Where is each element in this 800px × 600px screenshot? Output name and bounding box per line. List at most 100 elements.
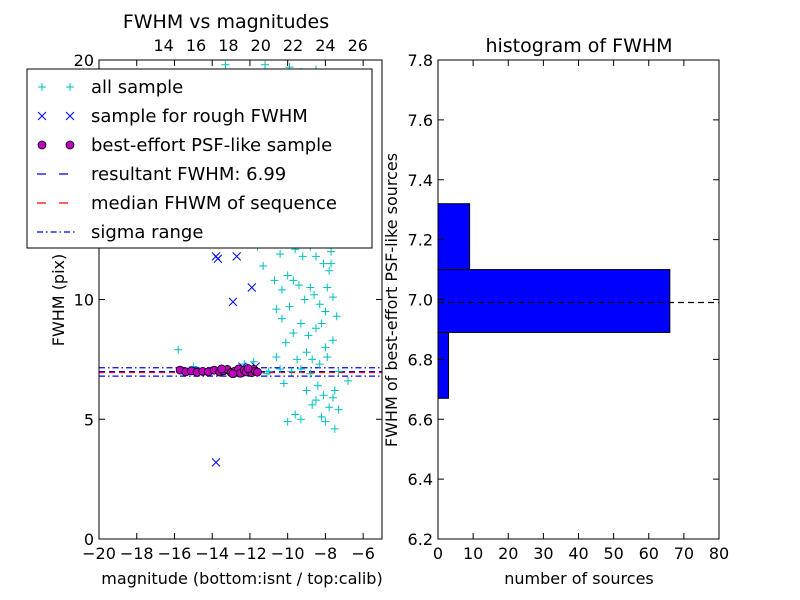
data-point xyxy=(311,396,320,405)
legend-label-rough-fwhm: sample for rough FWHM xyxy=(91,106,308,127)
x-tick-label: −6 xyxy=(351,544,375,563)
data-point xyxy=(298,252,307,261)
histogram-bars xyxy=(437,203,671,399)
legend-label-sigma-range: sigma range xyxy=(91,222,203,243)
data-point xyxy=(283,417,292,426)
data-point xyxy=(323,283,332,292)
data-point xyxy=(315,300,324,309)
data-point xyxy=(296,319,305,328)
data-point xyxy=(311,252,320,261)
data-point xyxy=(302,348,311,357)
top-x-tick-label: 24 xyxy=(315,36,335,55)
data-point xyxy=(334,367,343,376)
y-tick-label: 7.0 xyxy=(408,291,433,310)
y-tick-label: 6.6 xyxy=(408,410,433,429)
series-best-effort-psf-like-sample xyxy=(175,364,262,379)
scatter-top-x-ticks: 14 16 18 20 22 24 26 xyxy=(154,36,368,55)
scatter-x-ticks: −20 −18 −16 −14 −12 −10 −8 −6 xyxy=(82,60,375,563)
data-point xyxy=(306,283,315,292)
data-point xyxy=(323,352,332,361)
data-point xyxy=(228,369,238,379)
data-point xyxy=(317,319,326,328)
data-point xyxy=(270,276,279,285)
x-tick-label: 80 xyxy=(709,544,729,563)
x-tick-label: 40 xyxy=(568,544,588,563)
data-point xyxy=(328,393,337,402)
y-tick-label: 6.4 xyxy=(408,470,433,489)
scatter-y-ticks: 0 5 10 20 xyxy=(74,51,382,549)
scatter-title: FWHM vs magnitudes xyxy=(123,11,329,33)
top-x-tick-label: 22 xyxy=(283,36,303,55)
data-point xyxy=(328,336,337,345)
data-point xyxy=(287,367,296,376)
data-point xyxy=(247,283,257,292)
data-point xyxy=(232,252,242,261)
top-x-tick-label: 18 xyxy=(218,36,238,55)
data-point xyxy=(278,314,287,323)
x-tick-label: −18 xyxy=(120,544,154,563)
data-point xyxy=(174,345,183,354)
x-tick-label: −20 xyxy=(82,544,116,563)
data-point xyxy=(279,379,288,388)
scatter-y-label: FWHM (pix) xyxy=(49,254,68,347)
x-tick-label: −16 xyxy=(158,544,192,563)
legend-label-psf-like: best-effort PSF-like sample xyxy=(91,135,332,156)
x-tick-label: −12 xyxy=(233,544,267,563)
y-tick-label: 6.8 xyxy=(408,350,433,369)
data-point xyxy=(276,249,285,258)
data-point xyxy=(325,266,334,275)
data-point xyxy=(289,329,298,338)
x-tick-label: 30 xyxy=(533,544,553,563)
y-tick-label: 6.2 xyxy=(408,530,433,549)
histogram-title: histogram of FWHM xyxy=(485,35,672,57)
legend-box xyxy=(26,68,373,249)
x-tick-label: −14 xyxy=(195,544,229,563)
data-point xyxy=(291,410,300,419)
data-point xyxy=(304,331,313,340)
data-point xyxy=(243,364,253,373)
legend-markers xyxy=(37,83,77,233)
data-point xyxy=(221,60,230,69)
histogram-panel: 0 10 20 30 40 50 60 70 80 6.2 6.4 6.6 6.8 7.0 7.2 7.4 7… xyxy=(382,35,729,588)
histogram-x-ticks: 0 10 20 30 40 50 60 70 80 xyxy=(433,60,729,563)
x-tick-label: 0 xyxy=(433,544,443,563)
data-point xyxy=(272,305,281,314)
data-point xyxy=(310,290,319,299)
histogram-x-label: number of sources xyxy=(504,569,654,588)
legend-marker-best-effort-psf-like-sample xyxy=(65,140,75,150)
top-x-tick-label: 26 xyxy=(348,36,368,55)
y-tick-label: 7.6 xyxy=(408,111,433,130)
legend-marker-sample-for-rough-fwhm xyxy=(37,111,47,121)
top-x-tick-label: 14 xyxy=(154,36,174,55)
data-point xyxy=(293,355,302,364)
data-point xyxy=(332,312,341,321)
data-point xyxy=(278,285,287,294)
data-point xyxy=(259,261,268,270)
data-point xyxy=(344,376,353,385)
data-point xyxy=(296,364,305,373)
data-point xyxy=(313,381,322,390)
x-tick-label: 60 xyxy=(639,544,659,563)
x-tick-label: −8 xyxy=(314,544,338,563)
data-point xyxy=(315,360,324,369)
legend-marker-sample-for-rough-fwhm xyxy=(65,111,75,121)
scatter-panel: −20 −18 −16 −14 −12 −10 −8 −6 14 16 18 20 22 24 26 0 5… xyxy=(26,11,383,588)
data-point xyxy=(327,259,336,268)
data-point xyxy=(311,324,320,333)
data-point xyxy=(294,281,303,290)
data-point xyxy=(228,297,238,307)
data-point xyxy=(264,367,273,376)
data-point xyxy=(300,295,309,304)
data-point xyxy=(217,364,227,374)
data-point xyxy=(325,403,334,412)
data-point xyxy=(296,415,305,424)
y-tick-label: 7.8 xyxy=(408,51,433,70)
data-point xyxy=(302,386,311,395)
histogram-y-ticks: 6.2 6.4 6.6 6.8 7.0 7.2 7.4 7.6 7.8 xyxy=(408,51,719,549)
data-point xyxy=(319,259,328,268)
legend-label-median-fwhm: median FHWM of sequence xyxy=(91,193,337,214)
data-point xyxy=(253,367,262,377)
data-point xyxy=(319,391,328,400)
y-tick-label: 7.2 xyxy=(408,231,433,250)
